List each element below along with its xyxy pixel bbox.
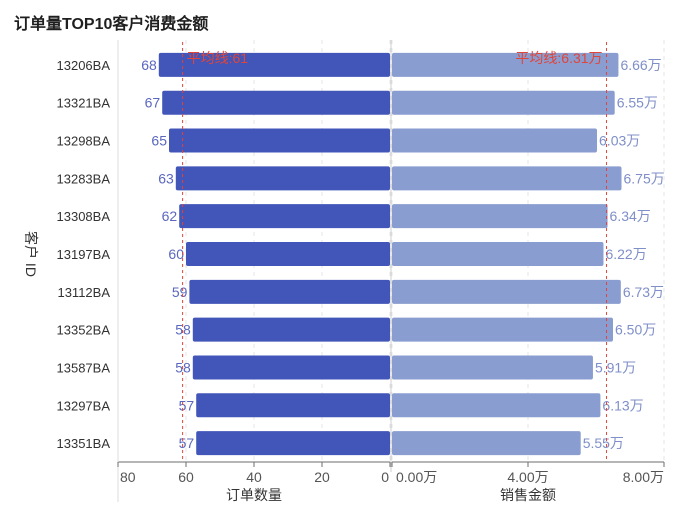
order-count-label: 58 <box>175 359 191 375</box>
order-count-label: 67 <box>145 95 161 111</box>
order-count-label: 57 <box>179 397 195 413</box>
sales-amount-bars <box>392 52 622 456</box>
order-count-label: 68 <box>141 57 157 73</box>
sales-amount-label: 6.75万 <box>624 170 665 186</box>
order-count-bar <box>196 393 390 418</box>
order-count-bar <box>158 52 390 77</box>
x-tick-label-right: 8.00万 <box>623 469 664 485</box>
mean-lines: 平均线:61 平均线:6.31万 <box>182 42 608 462</box>
order-count-label: 59 <box>172 284 188 300</box>
sales-amount-label: 6.34万 <box>610 208 651 224</box>
sales-amount-label: 5.55万 <box>583 435 624 451</box>
x-axis-title-left: 订单数量 <box>226 487 282 503</box>
sales-amount-bar <box>392 166 622 191</box>
mean-label-order-count: 平均线:61 <box>187 50 249 66</box>
category-label: 13321BA <box>57 96 111 111</box>
category-label: 13351BA <box>57 436 111 451</box>
sales-amount-bar <box>392 242 604 266</box>
sales-amount-label: 6.50万 <box>615 322 656 338</box>
x-tick-label-left: 80 <box>120 469 136 485</box>
order-count-label: 62 <box>162 208 178 224</box>
sales-amount-label: 6.03万 <box>599 133 640 149</box>
order-count-bar <box>179 204 390 229</box>
order-count-bars <box>158 52 390 456</box>
category-label: 13587BA <box>57 360 111 375</box>
sales-amount-label: 5.91万 <box>595 359 636 375</box>
sales-amount-label: 6.22万 <box>605 246 646 262</box>
x-tick-label-left: 0 <box>381 469 389 485</box>
sales-amount-label: 6.13万 <box>602 397 643 413</box>
sales-amount-label: 6.73万 <box>623 284 664 300</box>
category-label: 13298BA <box>57 134 111 149</box>
order-count-bar <box>196 431 390 456</box>
y-axis-title: 客户 ID <box>23 231 39 277</box>
order-count-bar <box>169 128 390 153</box>
order-count-bar <box>186 242 390 266</box>
order-count-bar <box>192 317 390 342</box>
order-count-label: 58 <box>175 322 191 338</box>
sales-amount-bar <box>392 317 613 342</box>
category-label: 13197BA <box>57 247 111 262</box>
order-count-label: 65 <box>151 133 167 149</box>
sales-amount-bar <box>392 90 615 115</box>
order-count-label: 57 <box>179 435 195 451</box>
order-count-label: 60 <box>168 246 184 262</box>
order-count-bar <box>175 166 390 191</box>
sales-amount-bar <box>392 52 619 77</box>
x-tick-label-left: 60 <box>178 469 194 485</box>
category-label: 13297BA <box>57 398 111 413</box>
order-count-label: 63 <box>158 170 174 186</box>
sales-amount-bar <box>392 393 601 418</box>
sales-amount-label: 6.66万 <box>620 57 661 73</box>
order-count-bar <box>189 279 390 304</box>
x-tick-label-right: 4.00万 <box>507 469 548 485</box>
sales-amount-bar <box>392 128 598 153</box>
order-count-bar <box>162 90 390 115</box>
sales-amount-bar <box>392 204 608 229</box>
order-count-bar <box>192 355 390 380</box>
sales-amount-label: 6.55万 <box>617 95 658 111</box>
axes: 13206BA 13321BA 13298BA 13283BA 13308BA 13197… <box>23 40 665 503</box>
mean-label-sales-amount: 平均线:6.31万 <box>515 50 602 66</box>
x-tick-label-left: 20 <box>314 469 330 485</box>
x-tick-label-left: 40 <box>246 469 262 485</box>
x-axis-title-right: 销售金额 <box>500 487 556 503</box>
category-label: 13206BA <box>57 58 111 73</box>
sales-amount-bar <box>392 431 581 456</box>
category-label: 13352BA <box>57 323 111 338</box>
category-label: 13283BA <box>57 171 111 186</box>
sales-amount-bar <box>392 355 593 380</box>
category-label: 13112BA <box>57 285 110 300</box>
category-label: 13308BA <box>57 209 111 224</box>
sales-amount-bar <box>392 279 621 304</box>
chart-title: 订单量TOP10客户消费金额 <box>14 16 209 33</box>
x-tick-label-right: 0.00万 <box>396 469 437 485</box>
